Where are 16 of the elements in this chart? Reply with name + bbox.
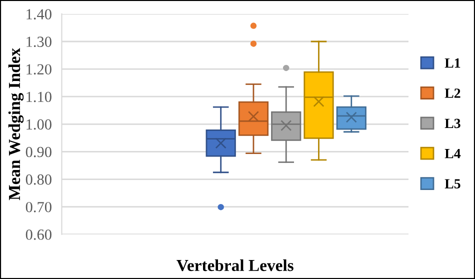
x-axis-title: Vertebral Levels [176,259,294,272]
y-tick-label: 1.20 [26,64,52,75]
legend-label: L1 [444,58,460,68]
y-tick-label: 1.30 [26,36,52,48]
legend-label: L2 [444,88,460,98]
y-axis-title: Mean Wedging Index [8,48,24,200]
y-tick-label: 0.90 [26,146,52,158]
y-tick-label: 0.80 [26,174,52,185]
y-tick-label: 1.10 [26,92,52,102]
y-tick-label: 1.40 [26,9,52,20]
legend-label: L5 [444,179,460,188]
legend-label: L4 [444,148,461,158]
legend-label: L3 [444,118,460,128]
y-tick-label: 0.60 [26,230,52,240]
y-tick-label: 0.70 [26,202,52,212]
y-tick-label: 1.00 [26,119,52,130]
